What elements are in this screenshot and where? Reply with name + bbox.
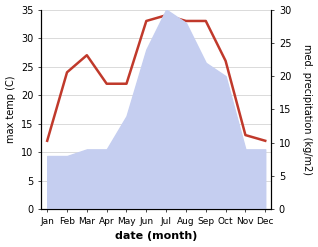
Y-axis label: max temp (C): max temp (C) — [5, 76, 16, 143]
X-axis label: date (month): date (month) — [115, 231, 197, 242]
Y-axis label: med. precipitation (kg/m2): med. precipitation (kg/m2) — [302, 44, 313, 175]
